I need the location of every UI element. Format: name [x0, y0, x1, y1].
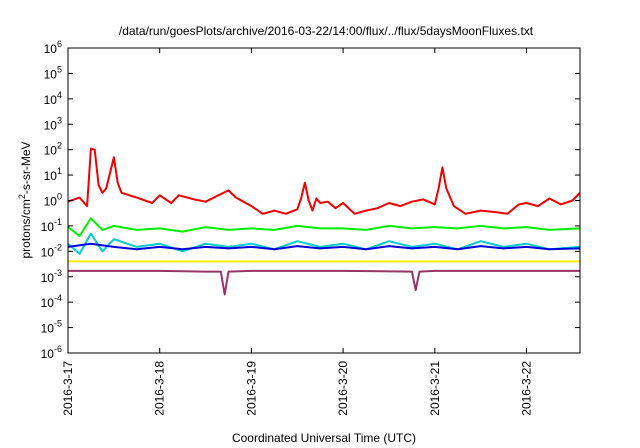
x-axis-label: Coordinated Universal Time (UTC): [232, 431, 416, 445]
x-tick-label: 2016-3-20: [336, 361, 350, 416]
x-tick-label: 2016-3-22: [520, 361, 534, 416]
series-line-green: [67, 217, 581, 237]
y-tick-label: 10-4: [41, 293, 62, 310]
chart-title: /data/run/goesPlots/archive/2016-03-22/1…: [119, 24, 534, 38]
y-tick-label: 106: [44, 39, 62, 56]
y-tick-label: 104: [44, 90, 62, 107]
x-tick-label: 2016-3-18: [153, 361, 167, 416]
y-tick-label: 10-6: [41, 344, 62, 361]
x-tick-label: 2016-3-21: [428, 361, 442, 416]
y-tick-label: 105: [44, 64, 62, 81]
series-line-purple: [68, 269, 580, 296]
x-tick-label: 2016-3-19: [244, 361, 258, 416]
y-tick-label: 10-5: [41, 319, 62, 336]
y-tick-label: 10-1: [41, 217, 62, 234]
series-line-cyan: [67, 232, 581, 255]
y-axis: 10-6 10-5 10-4 10-3 10-2 10-1 100 101 102 103 104 1…: [41, 39, 580, 361]
y-axis-label: protons/cm2-s-sr-MeV: [17, 141, 33, 258]
series-line-blue: [67, 242, 581, 251]
x-tick-label: 2016-3-17: [61, 361, 75, 416]
x-axis: 2016-3-17 2016-3-18 2016-3-19 2016-3-20 2016…: [61, 48, 534, 416]
y-tick-label: 100: [44, 192, 62, 209]
y-tick-label: 103: [44, 115, 62, 132]
y-tick-label: 10-2: [41, 242, 62, 259]
series-layer: [67, 147, 581, 296]
y-tick-label: 10-3: [41, 268, 62, 285]
y-tick-label: 101: [44, 166, 62, 183]
y-tick-label: 102: [44, 141, 62, 158]
series-line-red: [67, 147, 581, 215]
